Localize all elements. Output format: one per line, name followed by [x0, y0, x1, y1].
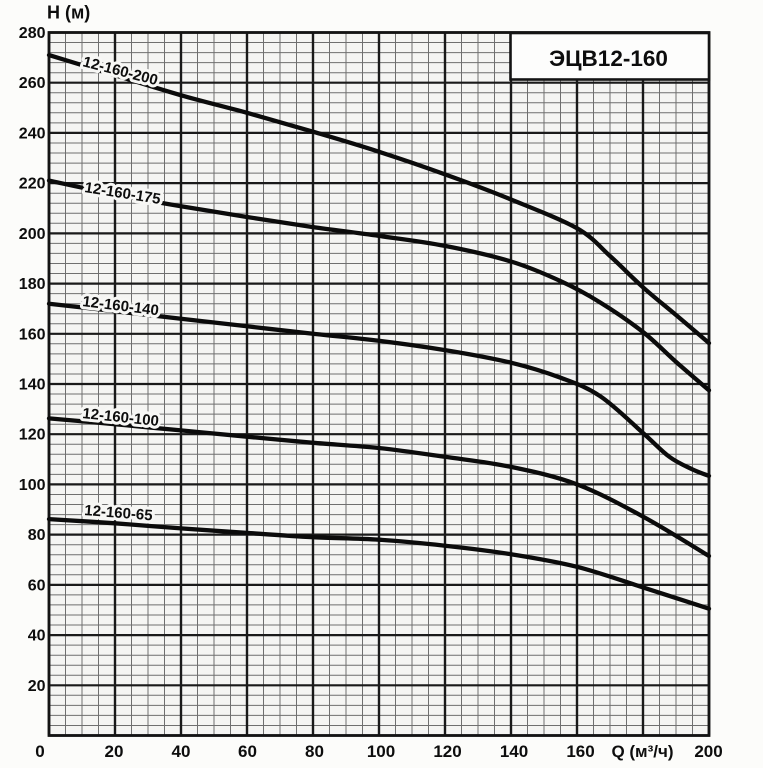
svg-text:0: 0 — [35, 742, 44, 761]
svg-text:40: 40 — [28, 628, 46, 645]
svg-text:160: 160 — [19, 326, 46, 343]
svg-text:100: 100 — [19, 477, 46, 494]
svg-text:40: 40 — [172, 742, 191, 761]
svg-text:200: 200 — [19, 226, 46, 243]
svg-text:20: 20 — [105, 742, 124, 761]
svg-text:140: 140 — [500, 742, 528, 761]
svg-text:80: 80 — [28, 527, 46, 544]
svg-text:220: 220 — [19, 176, 46, 193]
svg-text:280: 280 — [19, 25, 46, 42]
svg-text:80: 80 — [305, 742, 324, 761]
svg-text:Q (м³/ч): Q (м³/ч) — [611, 742, 673, 761]
svg-text:240: 240 — [19, 125, 46, 142]
svg-text:60: 60 — [28, 577, 46, 594]
svg-text:160: 160 — [566, 742, 594, 761]
svg-text:ЭЦВ12-160: ЭЦВ12-160 — [549, 46, 668, 71]
svg-text:120: 120 — [433, 742, 461, 761]
svg-text:140: 140 — [19, 377, 46, 394]
svg-text:H (м): H (м) — [47, 3, 90, 23]
svg-text:180: 180 — [19, 276, 46, 293]
svg-text:120: 120 — [19, 427, 46, 444]
svg-text:100: 100 — [367, 742, 395, 761]
svg-text:200: 200 — [694, 742, 722, 761]
svg-text:60: 60 — [238, 742, 257, 761]
svg-text:20: 20 — [28, 678, 46, 695]
svg-text:260: 260 — [19, 75, 46, 92]
